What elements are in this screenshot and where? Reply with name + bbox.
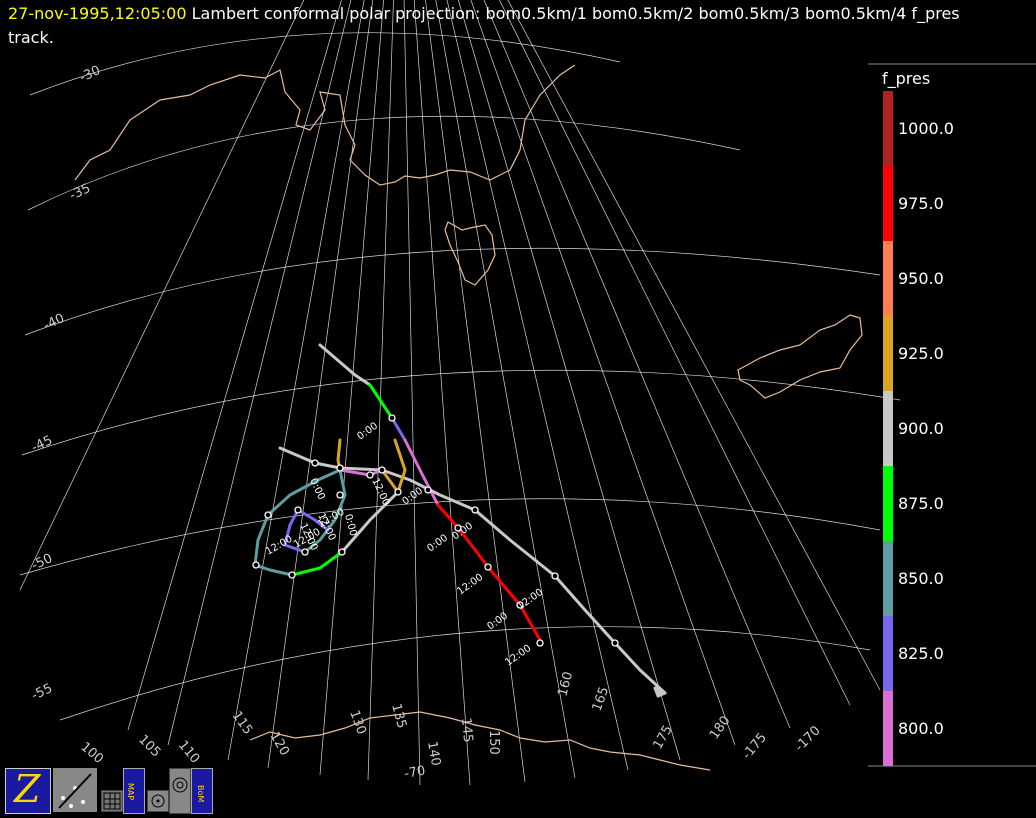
time-label: 0:00: [307, 477, 326, 502]
map-label: MAP: [126, 783, 135, 801]
circle-tool-button[interactable]: [147, 790, 169, 812]
lat-label: -35: [67, 181, 93, 204]
zebra-logo-button[interactable]: Z: [5, 767, 51, 814]
title-line2: track.: [8, 28, 54, 47]
zebra-z-icon: Z: [14, 767, 41, 811]
lon-label: 145: [458, 717, 475, 743]
lon-label: 175: [650, 723, 675, 752]
map-button[interactable]: MAP: [123, 768, 145, 814]
lon-label: 100: [77, 740, 106, 767]
lon-label: 160: [555, 670, 576, 698]
meridian-grid: [19, 0, 881, 786]
time-label: 0:00: [400, 486, 425, 508]
lon-label: -70: [403, 763, 427, 781]
lon-label: 150: [486, 730, 501, 755]
track-markers: [252, 414, 619, 647]
title-timestamp: 27-nov-1995,12:05:00: [8, 4, 187, 23]
title-description: Lambert conformal polar projection: bom0…: [191, 4, 960, 23]
time-label: 0:00: [485, 611, 510, 633]
lat-label: -40: [41, 311, 67, 334]
time-label: 12:00: [369, 477, 391, 508]
coastlines: [74, 64, 863, 771]
lon-label: 180: [707, 713, 734, 742]
lat-label: -55: [29, 681, 55, 704]
stations-icon: [58, 773, 92, 809]
lon-label: 165: [590, 685, 613, 713]
time-label: 12:00: [264, 534, 294, 558]
lon-label: -170: [792, 723, 823, 754]
lat-label: -50: [29, 551, 55, 574]
lon-label: 135: [388, 702, 409, 730]
lon-label: 110: [175, 738, 202, 767]
bom-label: BoM: [196, 785, 205, 803]
time-label: 12:00: [515, 587, 545, 613]
lon-label: -175: [740, 730, 770, 762]
grid-icon: [103, 792, 121, 810]
lon-label: 130: [346, 708, 369, 736]
window-title: 27-nov-1995,12:05:00 Lambert conformal p…: [8, 2, 960, 50]
bom-button[interactable]: BoM: [191, 768, 213, 814]
time-label: 0:00: [355, 421, 380, 443]
stations-button[interactable]: [53, 768, 97, 812]
lon-label: 105: [135, 732, 163, 760]
time-label: 0:00: [425, 533, 450, 555]
lon-labels: 100 105 110 115 120 130 135 140 145 150 …: [77, 670, 823, 782]
lat-label: -30: [77, 63, 103, 86]
circle-icon: [151, 794, 165, 808]
radar-icon: [172, 777, 188, 793]
time-label: 12:00: [455, 572, 485, 598]
lon-label: 140: [424, 740, 443, 767]
lat-label: -45: [29, 433, 55, 456]
parallel-grid: [19, 32, 901, 721]
grid-button[interactable]: [101, 790, 123, 812]
radar-button[interactable]: [169, 768, 191, 814]
lon-label: 120: [267, 730, 292, 759]
